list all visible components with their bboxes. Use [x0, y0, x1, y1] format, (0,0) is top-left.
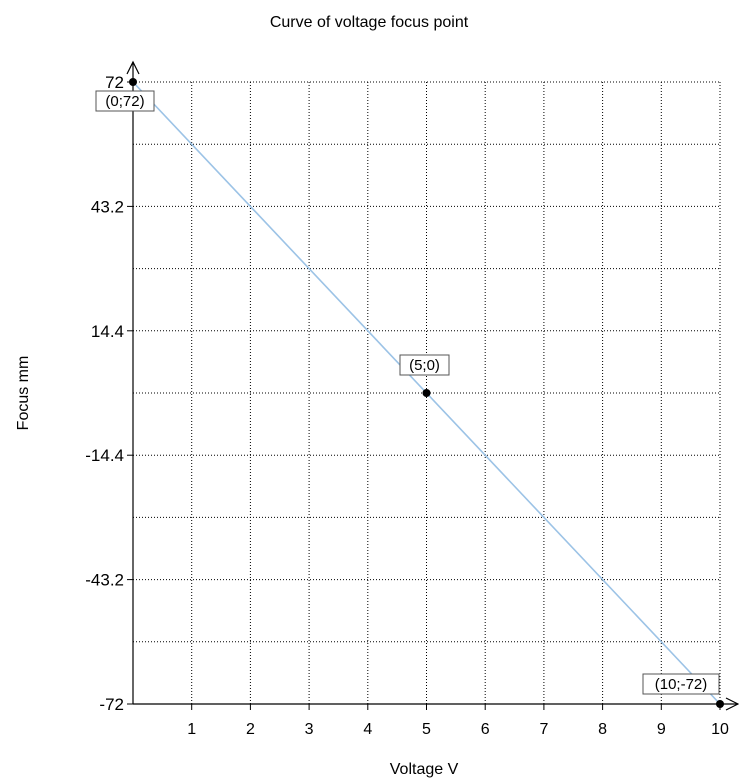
x-tick-label: 2: [246, 721, 255, 738]
y-tick-label: -14.4: [85, 446, 124, 465]
point-label: (5;0): [409, 357, 440, 374]
x-tick-label: 7: [539, 721, 548, 738]
point-label-box: [95, 90, 155, 112]
x-tick-label: 5: [422, 721, 431, 738]
x-axis-arrow: [725, 697, 739, 711]
y-tick-label: 43.2: [91, 197, 124, 216]
x-tick-label: 6: [481, 721, 490, 738]
axes: [126, 60, 739, 711]
plot-grid: [133, 81, 721, 704]
point-label-box: [642, 673, 720, 695]
point-label: (0;72): [105, 93, 144, 110]
y-tick-label: -72: [99, 695, 124, 714]
y-axis-label: Focus mm: [15, 356, 32, 431]
y-tick-label: 72: [105, 73, 124, 92]
marked-points: (0;72) (5;0) (10;-72): [95, 78, 724, 708]
tick-labels: 1 2 3 4 5 6 7 8 9 10 72 43.2 14.4 -14.4 -43.2 -72: [85, 73, 729, 738]
x-tick-label: 8: [598, 721, 607, 738]
y-tick-label: 14.4: [91, 322, 124, 341]
data-point: [422, 389, 431, 397]
chart-title: Curve of voltage focus point: [270, 14, 469, 31]
point-label-box: [399, 354, 450, 376]
x-axis-label: Voltage V: [390, 761, 459, 778]
y-axis-arrow: [126, 60, 140, 75]
x-tick-label: 3: [305, 721, 314, 738]
x-tick-label: 9: [657, 721, 666, 738]
point-label: (10;-72): [655, 676, 708, 693]
x-tick-label: 4: [363, 721, 372, 738]
y-tick-label: -43.2: [85, 571, 124, 590]
x-tick-label: 10: [711, 721, 729, 738]
x-tick-label: 1: [187, 721, 196, 738]
